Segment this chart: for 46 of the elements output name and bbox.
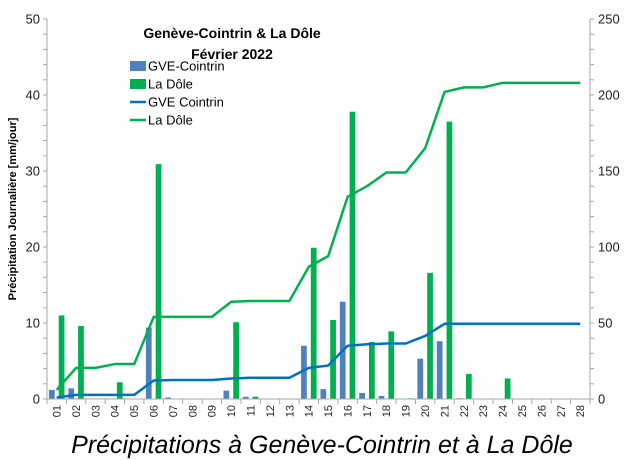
x-tick-label: 27: [556, 405, 568, 418]
y2-tick-label: 0: [598, 392, 606, 407]
x-tick-label: 19: [400, 405, 413, 418]
x-tick-label: 16: [342, 405, 354, 418]
y-tick-label: 20: [26, 240, 40, 255]
x-tick-label: 05: [129, 405, 142, 418]
x-tick-label: 10: [226, 405, 238, 418]
y2-tick-label: 200: [598, 88, 620, 103]
y-tick-label: 10: [26, 316, 40, 331]
legend-label: La Dôle: [148, 112, 193, 128]
y2-tick-label: 150: [598, 164, 620, 179]
y2-tick-label: 50: [598, 316, 612, 331]
y-tick-label: 40: [26, 88, 40, 103]
x-tick-label: 20: [420, 405, 432, 418]
x-tick-label: 13: [284, 405, 296, 418]
x-tick-label: 01: [52, 405, 64, 418]
x-tick-label: 15: [323, 405, 336, 418]
x-tick-label: 17: [362, 405, 374, 418]
x-tick-label: 02: [70, 405, 83, 418]
x-tick-label: 06: [148, 405, 161, 418]
x-tick-label: 03: [90, 405, 102, 418]
text: Précipitations à Genève-Cointrin et à La Dôle: [71, 431, 573, 459]
y-tick-label: 30: [26, 164, 40, 179]
chart-title: Genève-Cointrin & La Dôle: [143, 25, 321, 41]
x-tick-label: 04: [110, 405, 122, 418]
x-tick-label: 21: [439, 405, 452, 418]
x-tick-label: 12: [264, 405, 277, 418]
y-tick-label: 0: [32, 392, 40, 407]
x-tick-label: 14: [304, 405, 316, 418]
x-tick-label: 18: [381, 405, 394, 418]
x-tick-label: 24: [498, 405, 510, 418]
x-tick-label: 26: [536, 405, 548, 418]
x-tick-label: 09: [206, 405, 219, 418]
x-tick-label: 23: [478, 405, 490, 418]
y-axis-title: Précipitation Journalière [mm/jour]: [7, 117, 19, 300]
x-tick-label: 11: [245, 405, 258, 416]
y-tick-label: 50: [26, 12, 40, 27]
x-tick-label: 22: [458, 405, 471, 418]
y2-tick-label: 250: [598, 12, 620, 27]
x-tick-label: 28: [575, 405, 588, 418]
x-tick-label: 07: [168, 405, 180, 418]
legend-label: GVE Cointrin: [148, 94, 224, 110]
legend-label: La Dôle: [148, 76, 193, 92]
x-tick-label: 08: [187, 405, 200, 418]
y2-tick-label: 100: [598, 240, 620, 255]
x-tick-label: 25: [516, 405, 529, 418]
